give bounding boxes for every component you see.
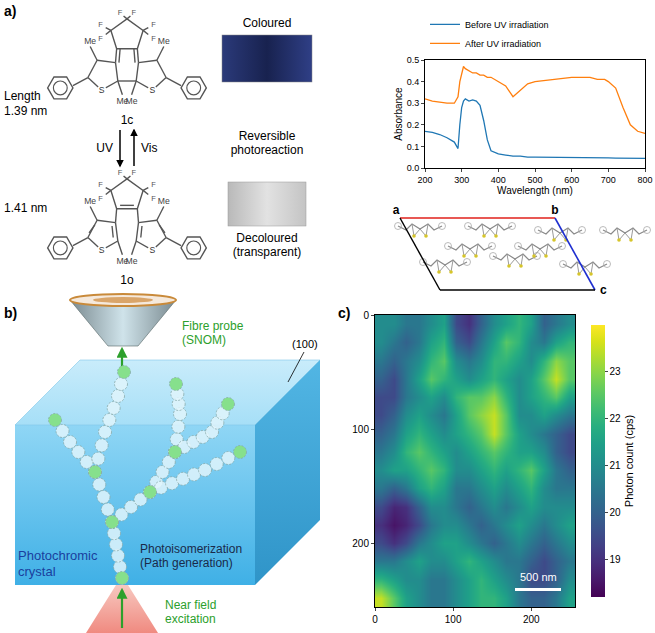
svg-text:S: S <box>99 85 105 95</box>
svg-text:Photochromic: Photochromic <box>18 548 98 563</box>
svg-text:c): c) <box>338 305 350 321</box>
svg-text:23: 23 <box>610 366 622 377</box>
svg-text:S: S <box>99 245 105 255</box>
svg-text:0.4: 0.4 <box>407 77 420 87</box>
svg-text:Coloured: Coloured <box>243 16 292 30</box>
svg-text:Vis: Vis <box>141 141 157 155</box>
svg-text:1c: 1c <box>121 113 134 127</box>
svg-text:0.0: 0.0 <box>407 163 420 173</box>
svg-text:S: S <box>149 245 155 255</box>
svg-text:0.3: 0.3 <box>407 98 420 108</box>
svg-text:600: 600 <box>564 175 579 185</box>
svg-text:(100): (100) <box>292 338 318 350</box>
svg-text:Length: Length <box>4 89 41 103</box>
svg-text:photoreaction: photoreaction <box>231 143 304 157</box>
svg-text:F: F <box>151 180 156 189</box>
svg-text:Me: Me <box>126 96 138 106</box>
svg-text:800: 800 <box>637 175 652 185</box>
svg-text:100: 100 <box>352 424 369 435</box>
svg-text:Decoloured: Decoloured <box>236 231 297 245</box>
svg-text:500: 500 <box>527 175 542 185</box>
svg-text:a: a <box>393 203 400 217</box>
svg-text:b): b) <box>4 305 17 321</box>
svg-text:Me: Me <box>116 96 129 106</box>
svg-text:Me: Me <box>158 36 170 46</box>
svg-text:F: F <box>151 194 156 203</box>
svg-text:Me: Me <box>116 256 129 266</box>
svg-text:F: F <box>98 20 103 29</box>
svg-text:22: 22 <box>610 413 622 424</box>
svg-text:100: 100 <box>445 614 462 625</box>
svg-text:(transparent): (transparent) <box>233 245 302 259</box>
svg-text:F: F <box>98 194 103 203</box>
svg-text:Fibre probe: Fibre probe <box>182 319 244 333</box>
svg-text:500 nm: 500 nm <box>520 571 557 583</box>
svg-text:(SNOM): (SNOM) <box>182 333 226 347</box>
svg-text:Reversible: Reversible <box>239 129 296 143</box>
svg-text:0: 0 <box>372 614 378 625</box>
svg-text:F: F <box>151 20 156 29</box>
svg-text:Wavelength (nm): Wavelength (nm) <box>497 185 573 196</box>
svg-text:S: S <box>149 85 155 95</box>
svg-text:19: 19 <box>610 554 622 565</box>
svg-text:Me: Me <box>84 36 96 46</box>
svg-text:b: b <box>551 203 558 217</box>
svg-text:200: 200 <box>417 175 432 185</box>
svg-text:1.41 nm: 1.41 nm <box>4 201 47 215</box>
svg-text:400: 400 <box>491 175 506 185</box>
svg-text:0: 0 <box>363 310 369 321</box>
svg-text:1o: 1o <box>120 273 134 287</box>
svg-text:F: F <box>151 34 156 43</box>
svg-text:F: F <box>98 180 103 189</box>
svg-text:crystal: crystal <box>18 564 56 579</box>
svg-text:excitation: excitation <box>165 612 216 626</box>
svg-text:Me: Me <box>126 256 138 266</box>
svg-text:F: F <box>118 8 123 17</box>
svg-text:0.1: 0.1 <box>407 142 420 152</box>
svg-text:F: F <box>98 34 103 43</box>
svg-text:200: 200 <box>352 538 369 549</box>
svg-text:Photon count (cps): Photon count (cps) <box>623 415 635 507</box>
svg-text:1.39 nm: 1.39 nm <box>4 104 47 118</box>
svg-text:20: 20 <box>610 507 622 518</box>
svg-text:Photoisomerization: Photoisomerization <box>140 542 242 556</box>
svg-text:UV: UV <box>96 141 113 155</box>
svg-text:Me: Me <box>84 196 96 206</box>
svg-text:F: F <box>118 168 123 177</box>
svg-text:0.5: 0.5 <box>407 55 420 65</box>
svg-text:F: F <box>132 8 137 17</box>
svg-text:Absorbance: Absorbance <box>393 87 404 141</box>
svg-text:Near field: Near field <box>165 598 216 612</box>
svg-text:c: c <box>600 283 607 297</box>
svg-text:(Path generation): (Path generation) <box>140 556 233 570</box>
svg-text:300: 300 <box>454 175 469 185</box>
svg-text:F: F <box>132 168 137 177</box>
svg-text:0.2: 0.2 <box>407 120 420 130</box>
svg-text:Me: Me <box>158 196 170 206</box>
svg-text:200: 200 <box>523 614 540 625</box>
svg-text:Before UV irradiation: Before UV irradiation <box>465 20 549 30</box>
svg-text:700: 700 <box>601 175 616 185</box>
svg-text:21: 21 <box>610 460 622 471</box>
svg-text:a): a) <box>4 3 16 19</box>
svg-text:After UV irradiation: After UV irradiation <box>465 39 541 49</box>
